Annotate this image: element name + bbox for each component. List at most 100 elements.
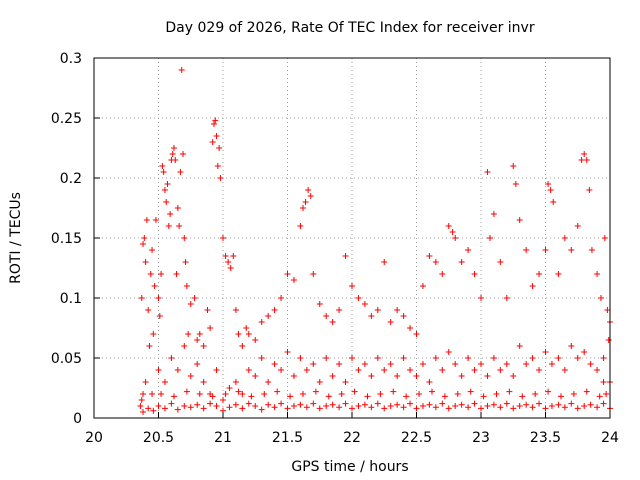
data-point — [185, 331, 192, 337]
data-point — [342, 379, 349, 385]
data-point — [458, 373, 465, 379]
data-point — [143, 217, 150, 223]
data-point — [536, 367, 543, 373]
data-point — [156, 313, 163, 319]
data-point — [142, 259, 149, 265]
data-point — [439, 367, 446, 373]
data-point — [220, 397, 226, 403]
data-point — [390, 388, 397, 395]
data-point — [174, 367, 181, 373]
data-point — [441, 393, 448, 400]
data-point — [545, 388, 552, 395]
data-point — [336, 404, 343, 411]
data-point — [547, 187, 554, 193]
data-point — [426, 253, 433, 259]
data-point — [297, 355, 304, 361]
data-point — [516, 217, 523, 223]
data-point — [303, 367, 310, 373]
data-point — [596, 393, 603, 400]
data-point — [302, 199, 309, 205]
data-point — [403, 393, 410, 400]
data-point — [581, 403, 588, 409]
data-point — [297, 401, 304, 408]
data-point — [258, 355, 265, 361]
data-point — [329, 319, 336, 325]
data-point — [213, 133, 220, 139]
data-point — [536, 400, 543, 407]
data-point — [200, 379, 207, 385]
data-point — [307, 193, 314, 199]
data-point — [601, 235, 608, 241]
data-point — [181, 403, 188, 409]
x-tick-label: 21 — [214, 430, 232, 446]
data-point — [323, 313, 330, 319]
data-point — [252, 337, 259, 343]
data-point — [497, 367, 504, 373]
y-tick-label: 0.15 — [51, 231, 82, 247]
data-point — [261, 391, 268, 397]
data-point — [374, 355, 381, 361]
data-point — [271, 361, 278, 367]
data-point — [173, 271, 180, 277]
data-point — [561, 235, 568, 241]
data-point — [594, 367, 601, 373]
data-point — [452, 403, 459, 409]
data-point — [368, 373, 375, 379]
data-point — [187, 404, 194, 411]
data-point — [407, 325, 414, 331]
data-point — [449, 229, 456, 235]
data-point — [183, 283, 190, 289]
data-point — [574, 223, 581, 229]
grid-lines — [94, 58, 610, 418]
data-points — [137, 67, 613, 415]
data-point — [182, 259, 189, 265]
data-point — [471, 400, 478, 407]
y-tick-label: 0.2 — [60, 171, 82, 187]
data-point — [394, 373, 401, 379]
data-point — [160, 169, 167, 175]
data-point — [290, 403, 297, 409]
data-point — [542, 247, 549, 253]
data-point — [342, 400, 349, 407]
data-point — [213, 403, 220, 409]
data-point — [239, 391, 246, 397]
data-point — [555, 271, 562, 277]
data-point — [141, 235, 148, 241]
data-point — [170, 393, 177, 400]
data-point — [149, 247, 156, 253]
data-point — [342, 253, 349, 259]
data-point — [194, 401, 201, 408]
data-point — [194, 361, 201, 367]
data-point — [163, 199, 170, 205]
data-point — [586, 187, 593, 193]
data-point — [387, 361, 394, 367]
data-point — [394, 307, 401, 313]
y-axis-ticks: 0 0.05 0.1 0.15 0.2 0.25 0.3 — [51, 51, 100, 427]
data-point — [310, 400, 317, 407]
data-point — [583, 388, 590, 395]
data-point — [158, 271, 165, 277]
data-point — [187, 301, 194, 307]
data-point — [196, 331, 203, 337]
data-point — [536, 271, 543, 277]
data-point — [574, 355, 581, 361]
data-point — [600, 400, 607, 407]
data-point — [245, 400, 252, 407]
data-point — [419, 361, 426, 367]
data-point — [583, 157, 590, 163]
data-point — [351, 388, 358, 395]
data-point — [548, 403, 555, 409]
data-point — [217, 175, 224, 181]
data-point — [368, 404, 375, 411]
data-point — [274, 388, 281, 395]
data-point — [316, 301, 323, 307]
data-point — [146, 343, 153, 349]
data-point — [568, 247, 575, 253]
data-point — [349, 283, 355, 289]
data-point — [265, 401, 272, 408]
data-point — [303, 404, 310, 411]
data-point — [471, 367, 478, 373]
x-axis-ticks: 20 20.5 21 21.5 22 22.5 23 23.5 24 — [85, 412, 619, 446]
data-point — [377, 391, 384, 397]
data-point — [512, 181, 519, 187]
